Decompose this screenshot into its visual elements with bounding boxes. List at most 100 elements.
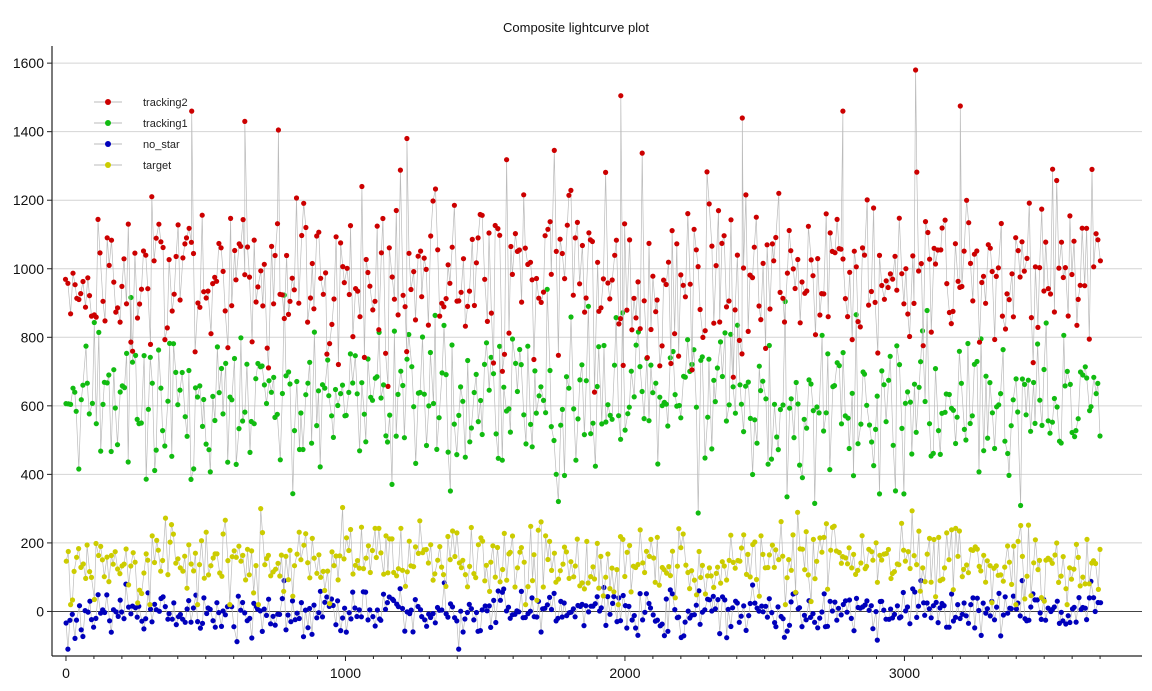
- data-point: [687, 281, 693, 287]
- data-point: [132, 559, 138, 565]
- data-point: [376, 327, 382, 333]
- data-point: [302, 607, 309, 613]
- data-point: [1097, 546, 1103, 553]
- data-point: [512, 584, 518, 590]
- data-point: [728, 217, 734, 223]
- data-point: [810, 536, 817, 543]
- data-point: [1022, 381, 1028, 387]
- data-point: [427, 349, 433, 356]
- data-point: [685, 337, 691, 343]
- data-point: [907, 621, 913, 627]
- data-point: [473, 575, 479, 581]
- data-point: [72, 635, 78, 642]
- data-point: [806, 377, 812, 383]
- data-point: [121, 561, 127, 567]
- data-point: [372, 525, 378, 531]
- data-point: [998, 572, 1004, 578]
- data-point: [523, 441, 529, 447]
- data-point: [168, 522, 175, 528]
- data-point: [914, 614, 920, 621]
- data-point: [817, 312, 823, 318]
- data-point: [611, 362, 618, 368]
- data-point: [347, 351, 353, 357]
- data-point: [165, 398, 171, 404]
- data-point: [763, 603, 769, 609]
- data-point: [182, 414, 188, 420]
- data-point: [907, 333, 913, 340]
- data-point: [791, 435, 797, 441]
- data-point: [534, 614, 540, 620]
- data-point: [937, 605, 943, 611]
- data-point: [1017, 613, 1023, 619]
- data-point: [372, 298, 378, 304]
- data-point: [715, 564, 721, 570]
- data-point: [543, 410, 549, 416]
- data-point: [767, 306, 773, 312]
- data-point: [776, 190, 782, 196]
- data-point: [467, 439, 473, 445]
- data-point: [449, 342, 455, 348]
- data-point: [591, 389, 598, 395]
- data-point: [674, 241, 680, 247]
- data-point: [566, 575, 572, 582]
- data-point: [342, 605, 348, 611]
- data-point: [609, 416, 615, 422]
- data-point: [257, 608, 263, 614]
- data-point: [412, 317, 419, 323]
- data-point: [784, 270, 791, 276]
- data-point: [628, 368, 634, 374]
- data-point: [718, 580, 724, 586]
- data-point: [1024, 255, 1030, 261]
- data-point: [667, 587, 673, 593]
- data-point: [776, 557, 782, 563]
- data-point: [152, 601, 158, 607]
- data-point: [741, 603, 747, 609]
- data-point: [290, 593, 296, 599]
- data-point: [1045, 418, 1051, 424]
- data-point: [138, 420, 144, 426]
- data-point: [766, 552, 773, 558]
- data-point: [111, 279, 117, 285]
- data-point: [987, 613, 993, 619]
- data-point: [483, 340, 490, 346]
- data-point: [491, 597, 497, 604]
- data-point: [568, 559, 574, 565]
- data-point: [1084, 225, 1090, 231]
- data-point: [802, 567, 808, 573]
- data-point: [83, 575, 89, 582]
- data-point: [182, 619, 188, 625]
- data-point: [374, 374, 380, 380]
- data-point: [888, 575, 894, 582]
- data-point: [728, 331, 734, 337]
- data-point: [76, 603, 83, 609]
- data-point: [391, 597, 397, 604]
- data-point: [415, 253, 421, 259]
- data-point: [622, 427, 628, 433]
- data-point: [709, 243, 715, 249]
- data-point: [214, 551, 220, 557]
- data-point: [570, 292, 576, 298]
- data-point: [665, 628, 671, 634]
- data-point: [1009, 271, 1015, 277]
- data-point: [810, 273, 816, 279]
- data-point: [680, 282, 686, 288]
- data-point: [823, 211, 829, 217]
- data-point: [441, 322, 447, 328]
- data-point: [517, 549, 523, 555]
- data-point: [164, 325, 170, 331]
- data-point: [726, 557, 732, 564]
- data-point: [504, 157, 510, 163]
- data-point: [846, 445, 852, 452]
- data-point: [106, 262, 112, 268]
- data-point: [516, 247, 523, 253]
- data-point: [784, 628, 790, 634]
- data-point: [204, 610, 210, 617]
- data-point: [484, 318, 490, 324]
- data-point: [277, 457, 283, 463]
- data-point: [719, 373, 726, 380]
- data-point: [128, 294, 134, 301]
- data-point: [85, 609, 91, 615]
- data-point: [359, 380, 365, 386]
- data-point: [251, 237, 257, 243]
- data-point: [384, 439, 391, 445]
